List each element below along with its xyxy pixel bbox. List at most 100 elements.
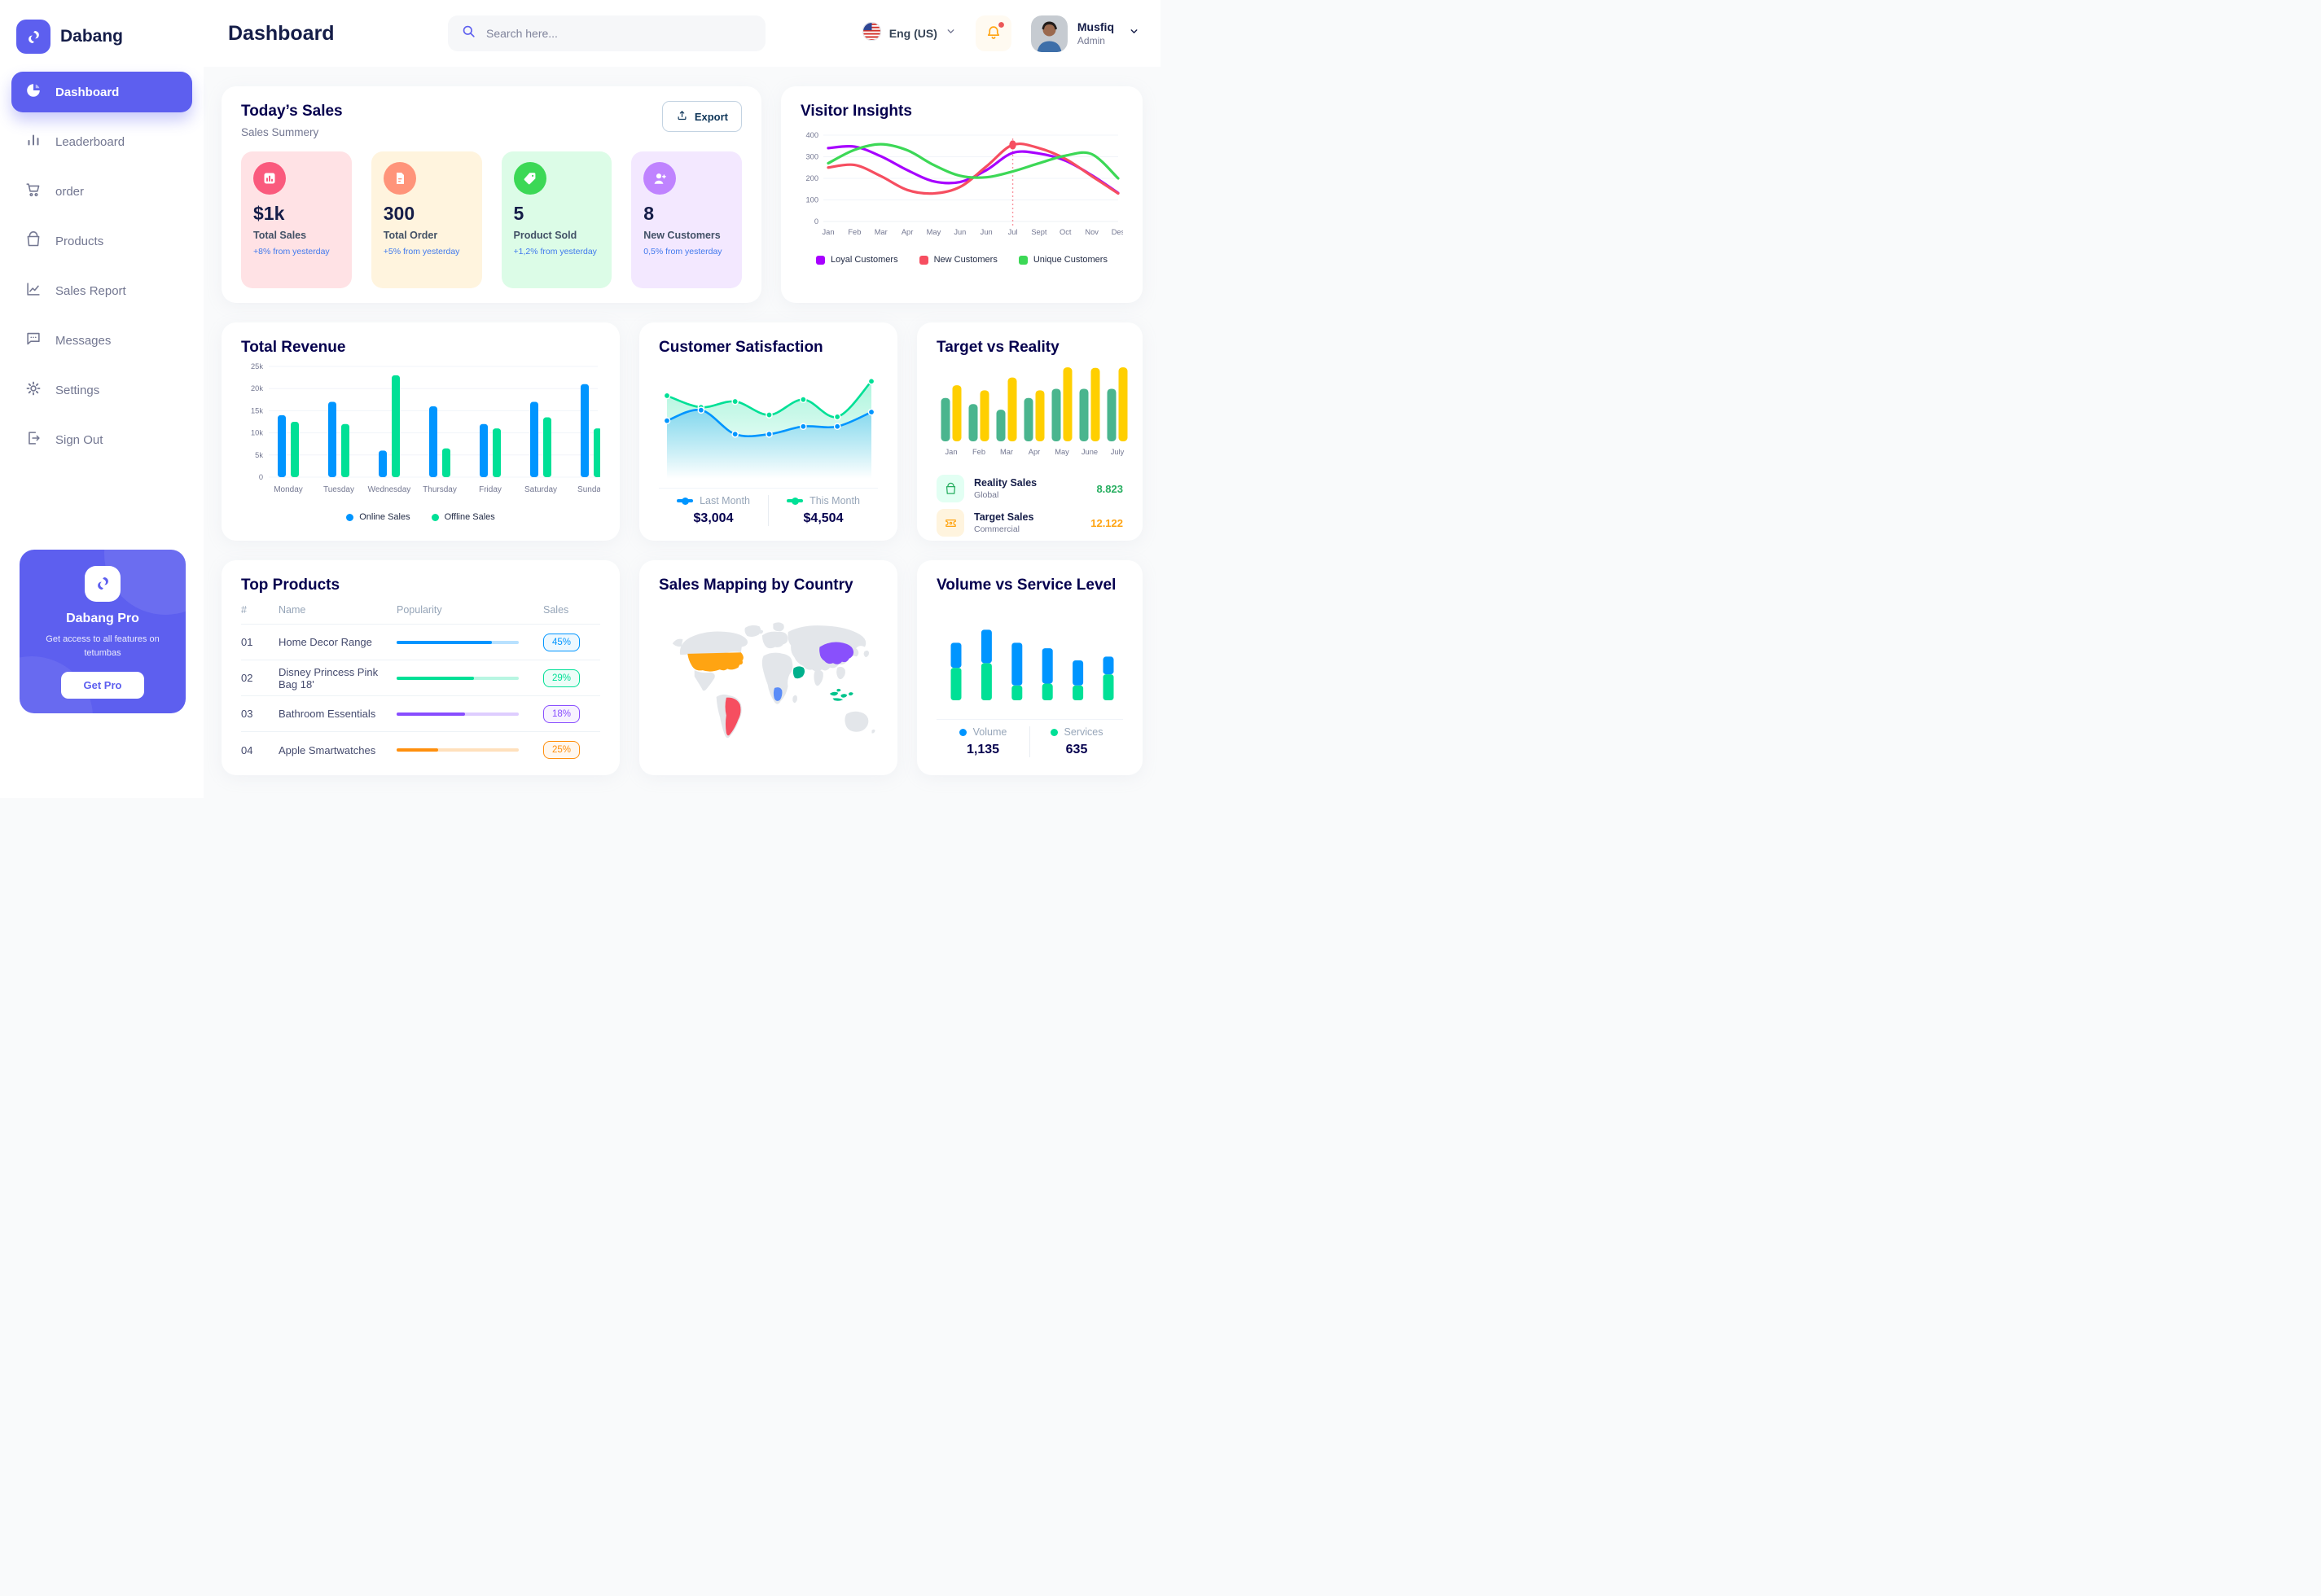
tag-icon bbox=[513, 162, 546, 195]
export-icon bbox=[676, 109, 688, 124]
popularity-bar bbox=[397, 676, 519, 680]
pro-logo-icon bbox=[85, 565, 121, 602]
export-button[interactable]: Export bbox=[661, 101, 742, 132]
pro-card-subtitle: Get access to all features on tetumbas bbox=[46, 634, 160, 658]
sidebar-item-messages[interactable]: Messages bbox=[11, 320, 192, 361]
sidebar-item-order[interactable]: order bbox=[11, 171, 192, 212]
svg-text:Saturday: Saturday bbox=[524, 485, 557, 494]
volume-service-chart bbox=[937, 598, 1123, 714]
sidebar-item-label: Products bbox=[55, 234, 104, 248]
search-input[interactable] bbox=[485, 26, 752, 41]
get-pro-button[interactable]: Get Pro bbox=[60, 672, 145, 699]
legend-last-month: Last Month $3,004 bbox=[659, 495, 768, 526]
svg-text:May: May bbox=[927, 228, 941, 236]
visitor-insights-chart: 400 300 200 100 0 Jan Feb Mar Apr May Jun Jun Jul Sep… bbox=[801, 124, 1125, 253]
user-menu[interactable]: Musfiq Admin bbox=[1030, 15, 1139, 52]
svg-text:Des: Des bbox=[1112, 228, 1123, 236]
volume-service-title: Volume vs Service Level bbox=[937, 577, 1117, 594]
sidebar-item-label: Dashboard bbox=[55, 85, 120, 99]
dashboard-content: Today’s Sales Sales Summery Export $1k To… bbox=[204, 67, 1160, 798]
brand-logo-icon bbox=[16, 20, 50, 54]
order-file-icon bbox=[383, 162, 416, 195]
stat-value: 300 bbox=[383, 203, 415, 224]
notification-unread-dot bbox=[996, 20, 1006, 29]
total-revenue-title: Total Revenue bbox=[241, 339, 346, 356]
sidebar-item-settings[interactable]: Settings bbox=[11, 370, 192, 410]
country-indonesia bbox=[830, 688, 853, 701]
product-row-disney-princess-pink-bag-18-: 02 Disney Princess Pink Bag 18' 29% bbox=[241, 660, 600, 696]
svg-text:Tuesday: Tuesday bbox=[323, 485, 354, 494]
sales-badge: 45% bbox=[543, 633, 581, 651]
stat-value: 8 bbox=[643, 203, 655, 224]
stat-delta: +5% from yesterday bbox=[383, 247, 460, 256]
product-name: Bathroom Essentials bbox=[279, 708, 376, 720]
sidebar-nav: Dashboard Leaderboard order Products Sales R… bbox=[0, 72, 204, 460]
target-sales-value: 12.122 bbox=[1090, 516, 1123, 529]
country-brazil bbox=[725, 697, 741, 736]
stat-delta: 0,5% from yesterday bbox=[643, 247, 722, 256]
svg-text:July: July bbox=[1111, 448, 1125, 456]
sidebar: Dabang Dashboard Leaderboard order Products… bbox=[0, 0, 204, 798]
customer-satisfaction-chart bbox=[659, 360, 878, 483]
sidebar-item-label: Sales Report bbox=[55, 283, 126, 298]
visitor-insights-card: Visitor Insights 400 300 200 100 0 Jan Feb Mar A… bbox=[781, 86, 1143, 303]
svg-text:15k: 15k bbox=[251, 406, 263, 414]
country-saudi-arabia bbox=[792, 666, 805, 679]
product-num: 02 bbox=[241, 672, 253, 684]
stat-card-product-sold: 5 Product Sold +1,2% from yesterday bbox=[501, 151, 612, 288]
brand-name: Dabang bbox=[60, 27, 124, 46]
sidebar-item-label: Sign Out bbox=[55, 432, 103, 447]
notification-button[interactable] bbox=[975, 15, 1011, 51]
last-month-total: $3,004 bbox=[693, 511, 734, 525]
sidebar-item-sales-report[interactable]: Sales Report bbox=[11, 270, 192, 311]
visitor-insights-title: Visitor Insights bbox=[801, 103, 912, 120]
customer-satisfaction-title: Customer Satisfaction bbox=[659, 339, 823, 356]
user-name: Musfiq bbox=[1077, 20, 1114, 33]
services-total: 635 bbox=[1065, 743, 1088, 756]
bar-chart-icon bbox=[24, 131, 42, 152]
product-row-apple-smartwatches: 04 Apple Smartwatches 25% bbox=[241, 732, 600, 768]
product-num: 01 bbox=[241, 636, 253, 648]
stat-label: Total Sales bbox=[253, 230, 307, 241]
brand[interactable]: Dabang bbox=[0, 11, 204, 72]
stat-card-new-customers: 8 New Customers 0,5% from yesterday bbox=[631, 151, 742, 288]
svg-text:Feb: Feb bbox=[848, 228, 861, 236]
sidebar-item-products[interactable]: Products bbox=[11, 221, 192, 261]
sidebar-item-leaderboard[interactable]: Leaderboard bbox=[11, 121, 192, 162]
product-num: 04 bbox=[241, 743, 253, 756]
stat-delta: +1,2% from yesterday bbox=[513, 247, 597, 256]
stat-card-total-order: 300 Total Order +5% from yesterday bbox=[371, 151, 482, 288]
language-label: Eng (US) bbox=[888, 27, 937, 40]
total-revenue-card: Total Revenue 0 5k 10k 15k 20k 25k Monday Tuesd… bbox=[222, 322, 620, 541]
stat-label: New Customers bbox=[643, 230, 721, 241]
svg-text:Mar: Mar bbox=[875, 228, 888, 236]
sales-mapping-title: Sales Mapping by Country bbox=[659, 577, 853, 594]
search-bar[interactable] bbox=[448, 15, 766, 51]
sidebar-item-label: Messages bbox=[55, 333, 112, 348]
sidebar-item-sign-out[interactable]: Sign Out bbox=[11, 419, 192, 460]
language-selector[interactable]: Eng (US) bbox=[862, 21, 956, 45]
legend-reality-sales: Reality Sales Global 8.823 bbox=[937, 475, 1123, 502]
export-label: Export bbox=[694, 110, 728, 123]
sales-badge: 18% bbox=[543, 704, 581, 723]
product-name: Disney Princess Pink Bag 18' bbox=[279, 665, 379, 691]
svg-text:0: 0 bbox=[259, 473, 263, 481]
stat-delta: +8% from yesterday bbox=[253, 247, 330, 256]
popularity-bar bbox=[397, 640, 519, 644]
sidebar-item-dashboard[interactable]: Dashboard bbox=[11, 72, 192, 112]
reality-sales-value: 8.823 bbox=[1096, 482, 1123, 495]
top-products-card: Top Products # Name Popularity Sales 01 H… bbox=[222, 560, 620, 775]
svg-text:Friday: Friday bbox=[479, 485, 502, 494]
line-chart-icon bbox=[24, 280, 42, 301]
svg-text:Mar: Mar bbox=[1000, 448, 1013, 456]
top-products-header: # Name Popularity Sales bbox=[241, 604, 600, 625]
new-customer-icon bbox=[643, 162, 677, 195]
target-reality-title: Target vs Reality bbox=[937, 339, 1060, 356]
bag-icon bbox=[24, 230, 42, 252]
legend-offline-sales: Offline Sales bbox=[431, 512, 495, 522]
sidebar-item-label: Settings bbox=[55, 383, 100, 397]
stats-row: $1k Total Sales +8% from yesterday 300 Total… bbox=[241, 151, 742, 288]
svg-text:25k: 25k bbox=[251, 362, 263, 370]
country-dr-congo bbox=[773, 687, 783, 701]
svg-text:Jun: Jun bbox=[954, 228, 966, 236]
